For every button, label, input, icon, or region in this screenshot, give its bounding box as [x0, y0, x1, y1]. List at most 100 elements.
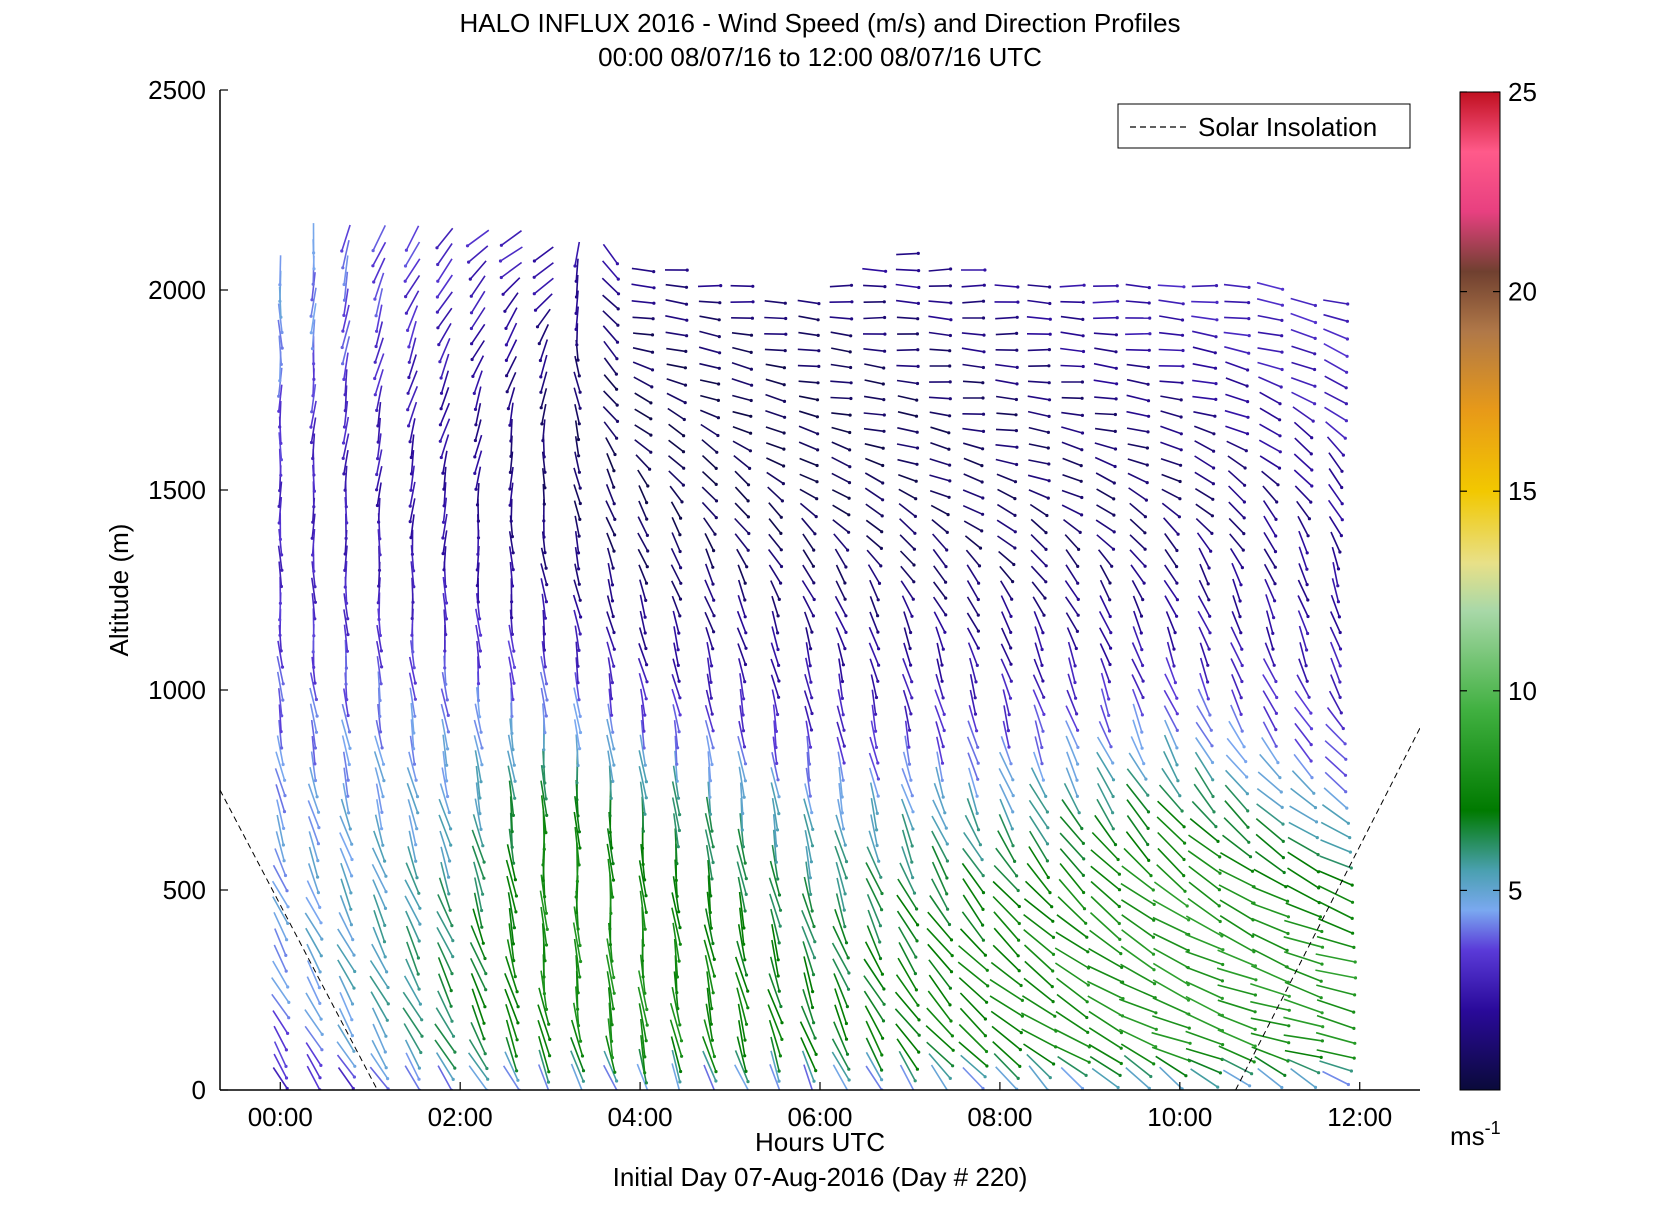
wind-barb — [803, 813, 814, 847]
wind-barb-head — [375, 329, 379, 333]
wind-barb-head — [1248, 855, 1253, 859]
wind-barb-head — [1011, 794, 1015, 798]
wind-barb — [343, 609, 349, 635]
wind-barb — [1231, 689, 1242, 715]
wind-barb — [344, 560, 348, 588]
wind-barb — [1121, 865, 1154, 891]
wind-barb-head — [342, 377, 346, 381]
wind-barb — [1254, 1055, 1286, 1077]
wind-barb-head — [1048, 1076, 1052, 1080]
wind-barb-head — [616, 277, 620, 281]
wind-barb-head — [1047, 479, 1051, 483]
wind-barb — [865, 877, 883, 911]
wind-barb-head — [646, 549, 650, 553]
wind-barb — [1199, 642, 1209, 666]
wind-barb-head — [352, 1049, 356, 1053]
wind-barb-head — [743, 581, 747, 585]
wind-barb-head — [544, 566, 548, 570]
wind-barb-head — [816, 333, 820, 337]
wind-barb-head — [541, 439, 545, 443]
wind-barb — [704, 955, 714, 993]
wind-barb — [708, 766, 711, 798]
wind-barb — [1027, 284, 1050, 288]
wind-barb-head — [1179, 448, 1183, 452]
wind-barb-head — [976, 613, 980, 617]
wind-barb-head — [712, 1054, 717, 1059]
wind-barb-head — [1246, 825, 1250, 829]
wind-barb-head — [812, 581, 816, 585]
wind-barb-head — [678, 942, 682, 946]
wind-barb-head — [1052, 1062, 1056, 1066]
wind-barb — [402, 991, 423, 1021]
wind-barb-head — [1114, 366, 1118, 370]
wind-barb — [1159, 331, 1183, 337]
wind-barb-head — [846, 987, 851, 991]
wind-barb — [1257, 331, 1282, 337]
wind-barb-head — [1250, 1072, 1254, 1076]
wind-barb-head — [474, 423, 478, 427]
wind-barb — [374, 814, 384, 846]
wind-barb-head — [880, 891, 884, 896]
wind-barb-head — [881, 446, 885, 450]
wind-barb — [1259, 391, 1281, 405]
wind-barb-head — [880, 908, 884, 912]
wind-barb-head — [678, 533, 682, 537]
wind-barb-head — [1275, 500, 1279, 504]
wind-barb-head — [915, 446, 920, 450]
wind-barb — [533, 246, 554, 262]
wind-barb — [1099, 595, 1111, 617]
x-tick-label: 12:00 — [1327, 1102, 1392, 1132]
x-tick-label: 08:00 — [967, 1102, 1032, 1132]
wind-barb-head — [677, 959, 681, 963]
y-tick-label: 500 — [163, 875, 206, 905]
wind-barb-head — [1218, 1071, 1222, 1075]
wind-barb-head — [483, 956, 487, 961]
wind-barb-head — [1047, 398, 1052, 402]
wind-barb-head — [1274, 679, 1278, 684]
wind-barb — [1315, 1031, 1356, 1045]
wind-barb — [311, 513, 316, 539]
wind-barb — [1264, 578, 1276, 602]
wind-barb-head — [285, 1086, 289, 1090]
wind-barb — [440, 703, 450, 733]
wind-barb-head — [513, 878, 518, 882]
wind-barb — [967, 720, 979, 748]
wind-barb — [1087, 965, 1123, 983]
wind-barb — [605, 484, 615, 504]
wind-barb — [1331, 546, 1340, 570]
wind-barb-head — [575, 781, 579, 785]
wind-barb — [929, 348, 950, 352]
wind-barb-head — [1151, 935, 1155, 939]
wind-barb — [896, 299, 919, 305]
wind-barb-head — [840, 811, 844, 815]
wind-barb-head — [910, 794, 914, 798]
wind-barb-head — [742, 795, 746, 799]
wind-barb-head — [1081, 841, 1085, 846]
wind-barb-head — [945, 842, 949, 846]
wind-barb — [903, 611, 912, 633]
wind-barb-head — [808, 745, 813, 749]
wind-barb — [1000, 595, 1012, 617]
wind-barb-head — [612, 747, 616, 751]
wind-barb — [995, 363, 1018, 369]
wind-barb — [1194, 767, 1214, 797]
wind-barb-head — [1051, 919, 1055, 923]
wind-barb-head — [941, 745, 945, 749]
wind-barb-head — [375, 503, 379, 508]
wind-barb — [1250, 982, 1290, 998]
wind-barb — [1028, 426, 1049, 434]
wind-barb-head — [511, 861, 516, 865]
wind-barb — [606, 718, 615, 750]
wind-barb — [1056, 993, 1088, 1019]
wind-barb — [375, 321, 384, 347]
wind-barb — [1159, 1066, 1183, 1090]
wind-barb-head — [1074, 646, 1078, 651]
wind-barb — [737, 751, 747, 781]
wind-barb-head — [948, 986, 953, 990]
wind-barb-head — [476, 600, 480, 604]
wind-barb-head — [285, 938, 289, 942]
wind-barb — [637, 516, 649, 536]
wind-barb-head — [1042, 613, 1046, 617]
wind-barb-head — [352, 953, 356, 957]
wind-barb-head — [652, 301, 656, 305]
